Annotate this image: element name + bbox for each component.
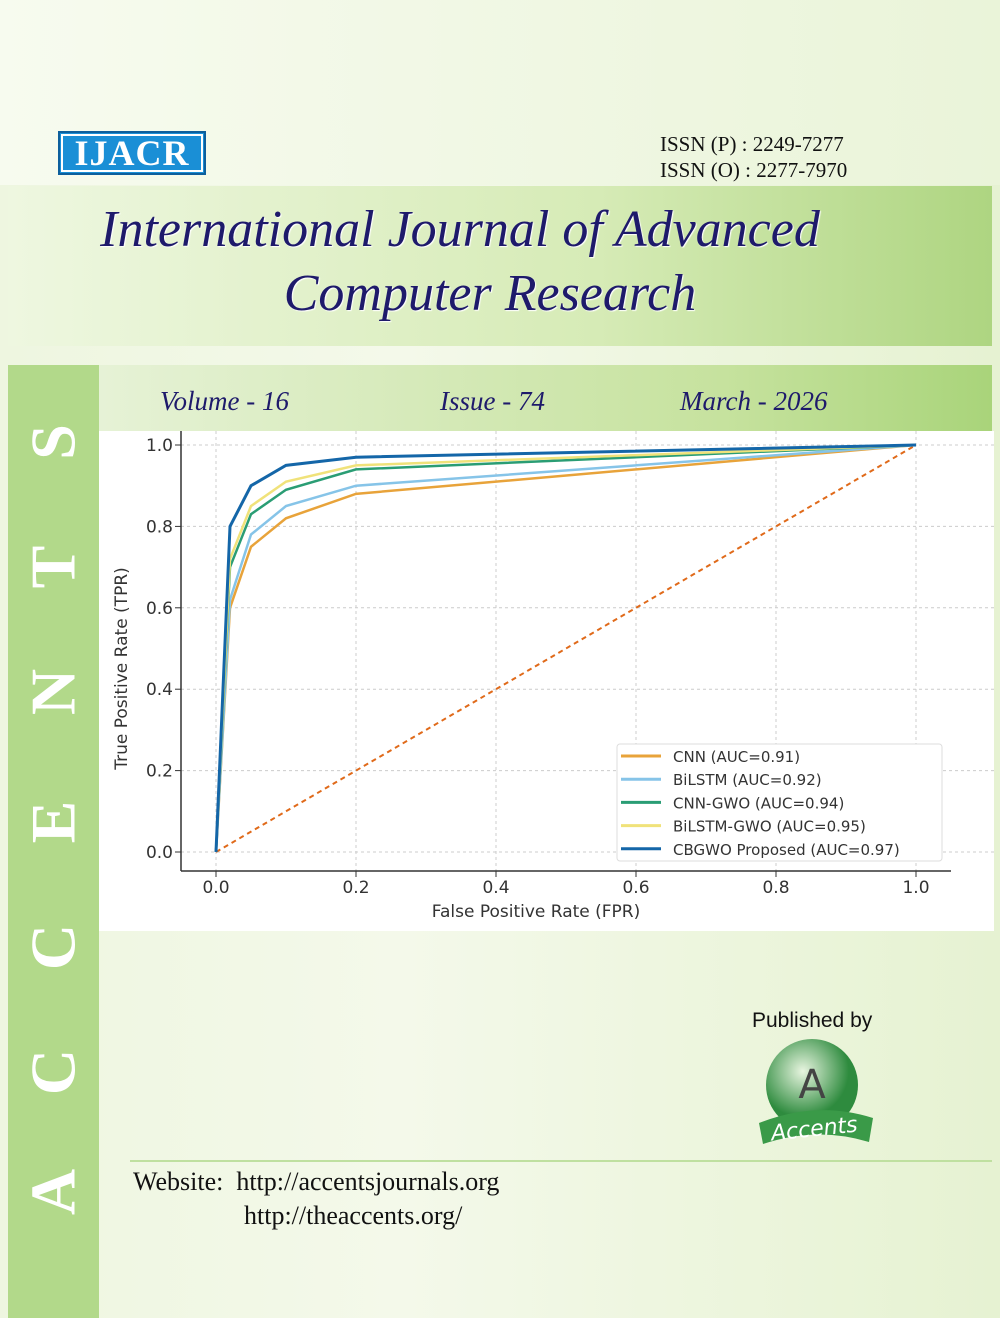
title-band: International Journal of Advanced Comput…: [8, 186, 992, 346]
y-tick-label: 0.6: [146, 599, 173, 619]
x-tick-label: 0.8: [762, 878, 789, 898]
side-letter: A: [17, 1168, 89, 1216]
published-by: Published by: [752, 1009, 873, 1032]
issue: Issue - 74: [440, 386, 545, 416]
publisher-logo: Accents A: [759, 1039, 873, 1147]
y-tick-label: 1.0: [146, 436, 173, 456]
divider: [130, 1160, 992, 1162]
issn-block: ISSN (P) : 2249-7277 ISSN (O) : 2277-797…: [660, 131, 847, 183]
y-axis-label: True Positive Rate (TPR): [112, 567, 132, 771]
y-tick-label: 0.4: [146, 680, 173, 700]
issn-online: ISSN (O) : 2277-7970: [660, 158, 848, 182]
legend-label: CNN-GWO (AUC=0.94): [673, 794, 844, 812]
x-axis-label: False Positive Rate (FPR): [432, 902, 641, 922]
side-letter: E: [17, 800, 89, 844]
svg-text:A: A: [798, 1062, 826, 1108]
x-tick-label: 0.0: [202, 878, 229, 898]
issue-date: March - 2026: [680, 386, 828, 416]
y-tick-label: 0.8: [146, 517, 173, 537]
side-letter: T: [17, 545, 89, 589]
side-letter: C: [17, 1048, 89, 1096]
x-tick-label: 0.2: [342, 878, 369, 898]
x-tick-label: 0.6: [622, 878, 649, 898]
legend-label: CBGWO Proposed (AUC=0.97): [673, 841, 900, 859]
side-letter: C: [17, 923, 89, 971]
x-tick-label: 1.0: [902, 878, 929, 898]
website-label: Website:: [133, 1167, 224, 1196]
journal-title-line2: Computer Research: [283, 265, 697, 322]
legend-label: BiLSTM (AUC=0.92): [673, 771, 822, 789]
side-letter: S: [17, 424, 89, 460]
roc-chart-svg: 0.0 0.2 0.4 0.6 0.8 1.0 0.0 0.2 0.4 0.6 0.8 1.0 Fals…: [112, 431, 994, 922]
x-tick-label: 0.4: [482, 878, 509, 898]
website-link-1[interactable]: http://accentsjournals.org: [236, 1167, 500, 1196]
legend-box: [616, 743, 943, 862]
website-line: Website: http://accentsjournals.org: [133, 1167, 499, 1197]
volume: Volume - 16: [160, 386, 289, 416]
journal-logo: IJACR: [58, 131, 206, 175]
website-link-2[interactable]: http://theaccents.org/: [244, 1201, 463, 1230]
issn-print: ISSN (P) : 2249-7277: [660, 132, 844, 156]
y-tick-label: 0.2: [146, 762, 173, 782]
legend-label: CNN (AUC=0.91): [673, 748, 800, 766]
roc-chart: 0.0 0.2 0.4 0.6 0.8 1.0 0.0 0.2 0.4 0.6 0.8 1.0 Fals…: [99, 431, 994, 931]
roc-curve: [214, 443, 917, 853]
volume-band: [99, 365, 992, 431]
journal-title-line1: International Journal of Advanced: [100, 201, 820, 258]
roc-curve: [214, 443, 917, 853]
y-tick-label: 0.0: [146, 843, 173, 863]
legend-label: BiLSTM-GWO (AUC=0.95): [673, 818, 866, 836]
side-letter: N: [17, 668, 89, 716]
side-strip: A C C E N T S: [8, 365, 99, 1318]
